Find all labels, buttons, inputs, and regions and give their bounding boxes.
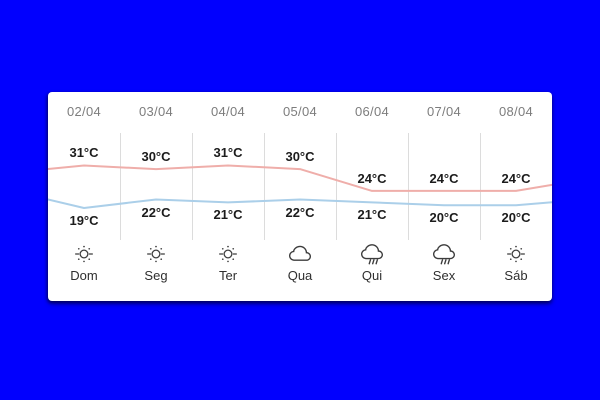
day-column: Sex <box>408 243 480 287</box>
high-temp-label: 31°C <box>69 145 99 161</box>
rain-icon <box>361 243 383 265</box>
sun-icon <box>73 243 95 265</box>
sun-icon <box>505 243 527 265</box>
day-column: Qui <box>336 243 408 287</box>
high-temp-label: 30°C <box>141 149 171 165</box>
low-temp-label: 20°C <box>429 210 459 226</box>
low-temp-label: 20°C <box>501 210 531 226</box>
low-temp-label: 19°C <box>69 213 99 229</box>
day-name-label: Sex <box>432 268 456 283</box>
day-name-label: Seg <box>144 268 168 283</box>
day-name-label: Qui <box>361 268 383 283</box>
rain-icon <box>433 243 455 265</box>
date-label: 07/04 <box>426 103 462 119</box>
date-label: 04/04 <box>210 103 246 119</box>
date-label: 08/04 <box>498 103 534 119</box>
day-name-label: Sáb <box>504 268 528 283</box>
low-temp-label: 22°C <box>141 204 171 220</box>
low-temp-label: 22°C <box>285 204 315 220</box>
high-temp-label: 24°C <box>501 170 531 186</box>
date-label: 03/04 <box>138 103 174 119</box>
high-temp-label: 24°C <box>429 170 459 186</box>
date-label: 02/04 <box>66 103 102 119</box>
day-column: Dom <box>48 243 120 287</box>
low-temp-label: 21°C <box>213 207 243 223</box>
sun-icon <box>217 243 239 265</box>
day-name-label: Qua <box>287 268 313 283</box>
date-label: 06/04 <box>354 103 390 119</box>
cloud-icon <box>289 243 311 265</box>
low-temp-label: 21°C <box>357 207 387 223</box>
sun-icon <box>145 243 167 265</box>
high-temp-label: 31°C <box>213 145 243 161</box>
day-name-label: Dom <box>70 268 98 283</box>
day-column: Ter <box>192 243 264 287</box>
days-row: Dom Seg Ter Qua Qui Sex <box>48 243 552 287</box>
day-column: Qua <box>264 243 336 287</box>
day-name-label: Ter <box>218 268 238 283</box>
high-temp-label: 24°C <box>357 170 387 186</box>
weather-card: 02/04 03/04 04/04 05/04 06/04 07/04 08/0… <box>48 92 552 301</box>
dates-row: 02/04 03/04 04/04 05/04 06/04 07/04 08/0… <box>48 92 552 130</box>
high-temp-label: 30°C <box>285 149 315 165</box>
day-column: Seg <box>120 243 192 287</box>
day-column: Sáb <box>480 243 552 287</box>
date-label: 05/04 <box>282 103 318 119</box>
